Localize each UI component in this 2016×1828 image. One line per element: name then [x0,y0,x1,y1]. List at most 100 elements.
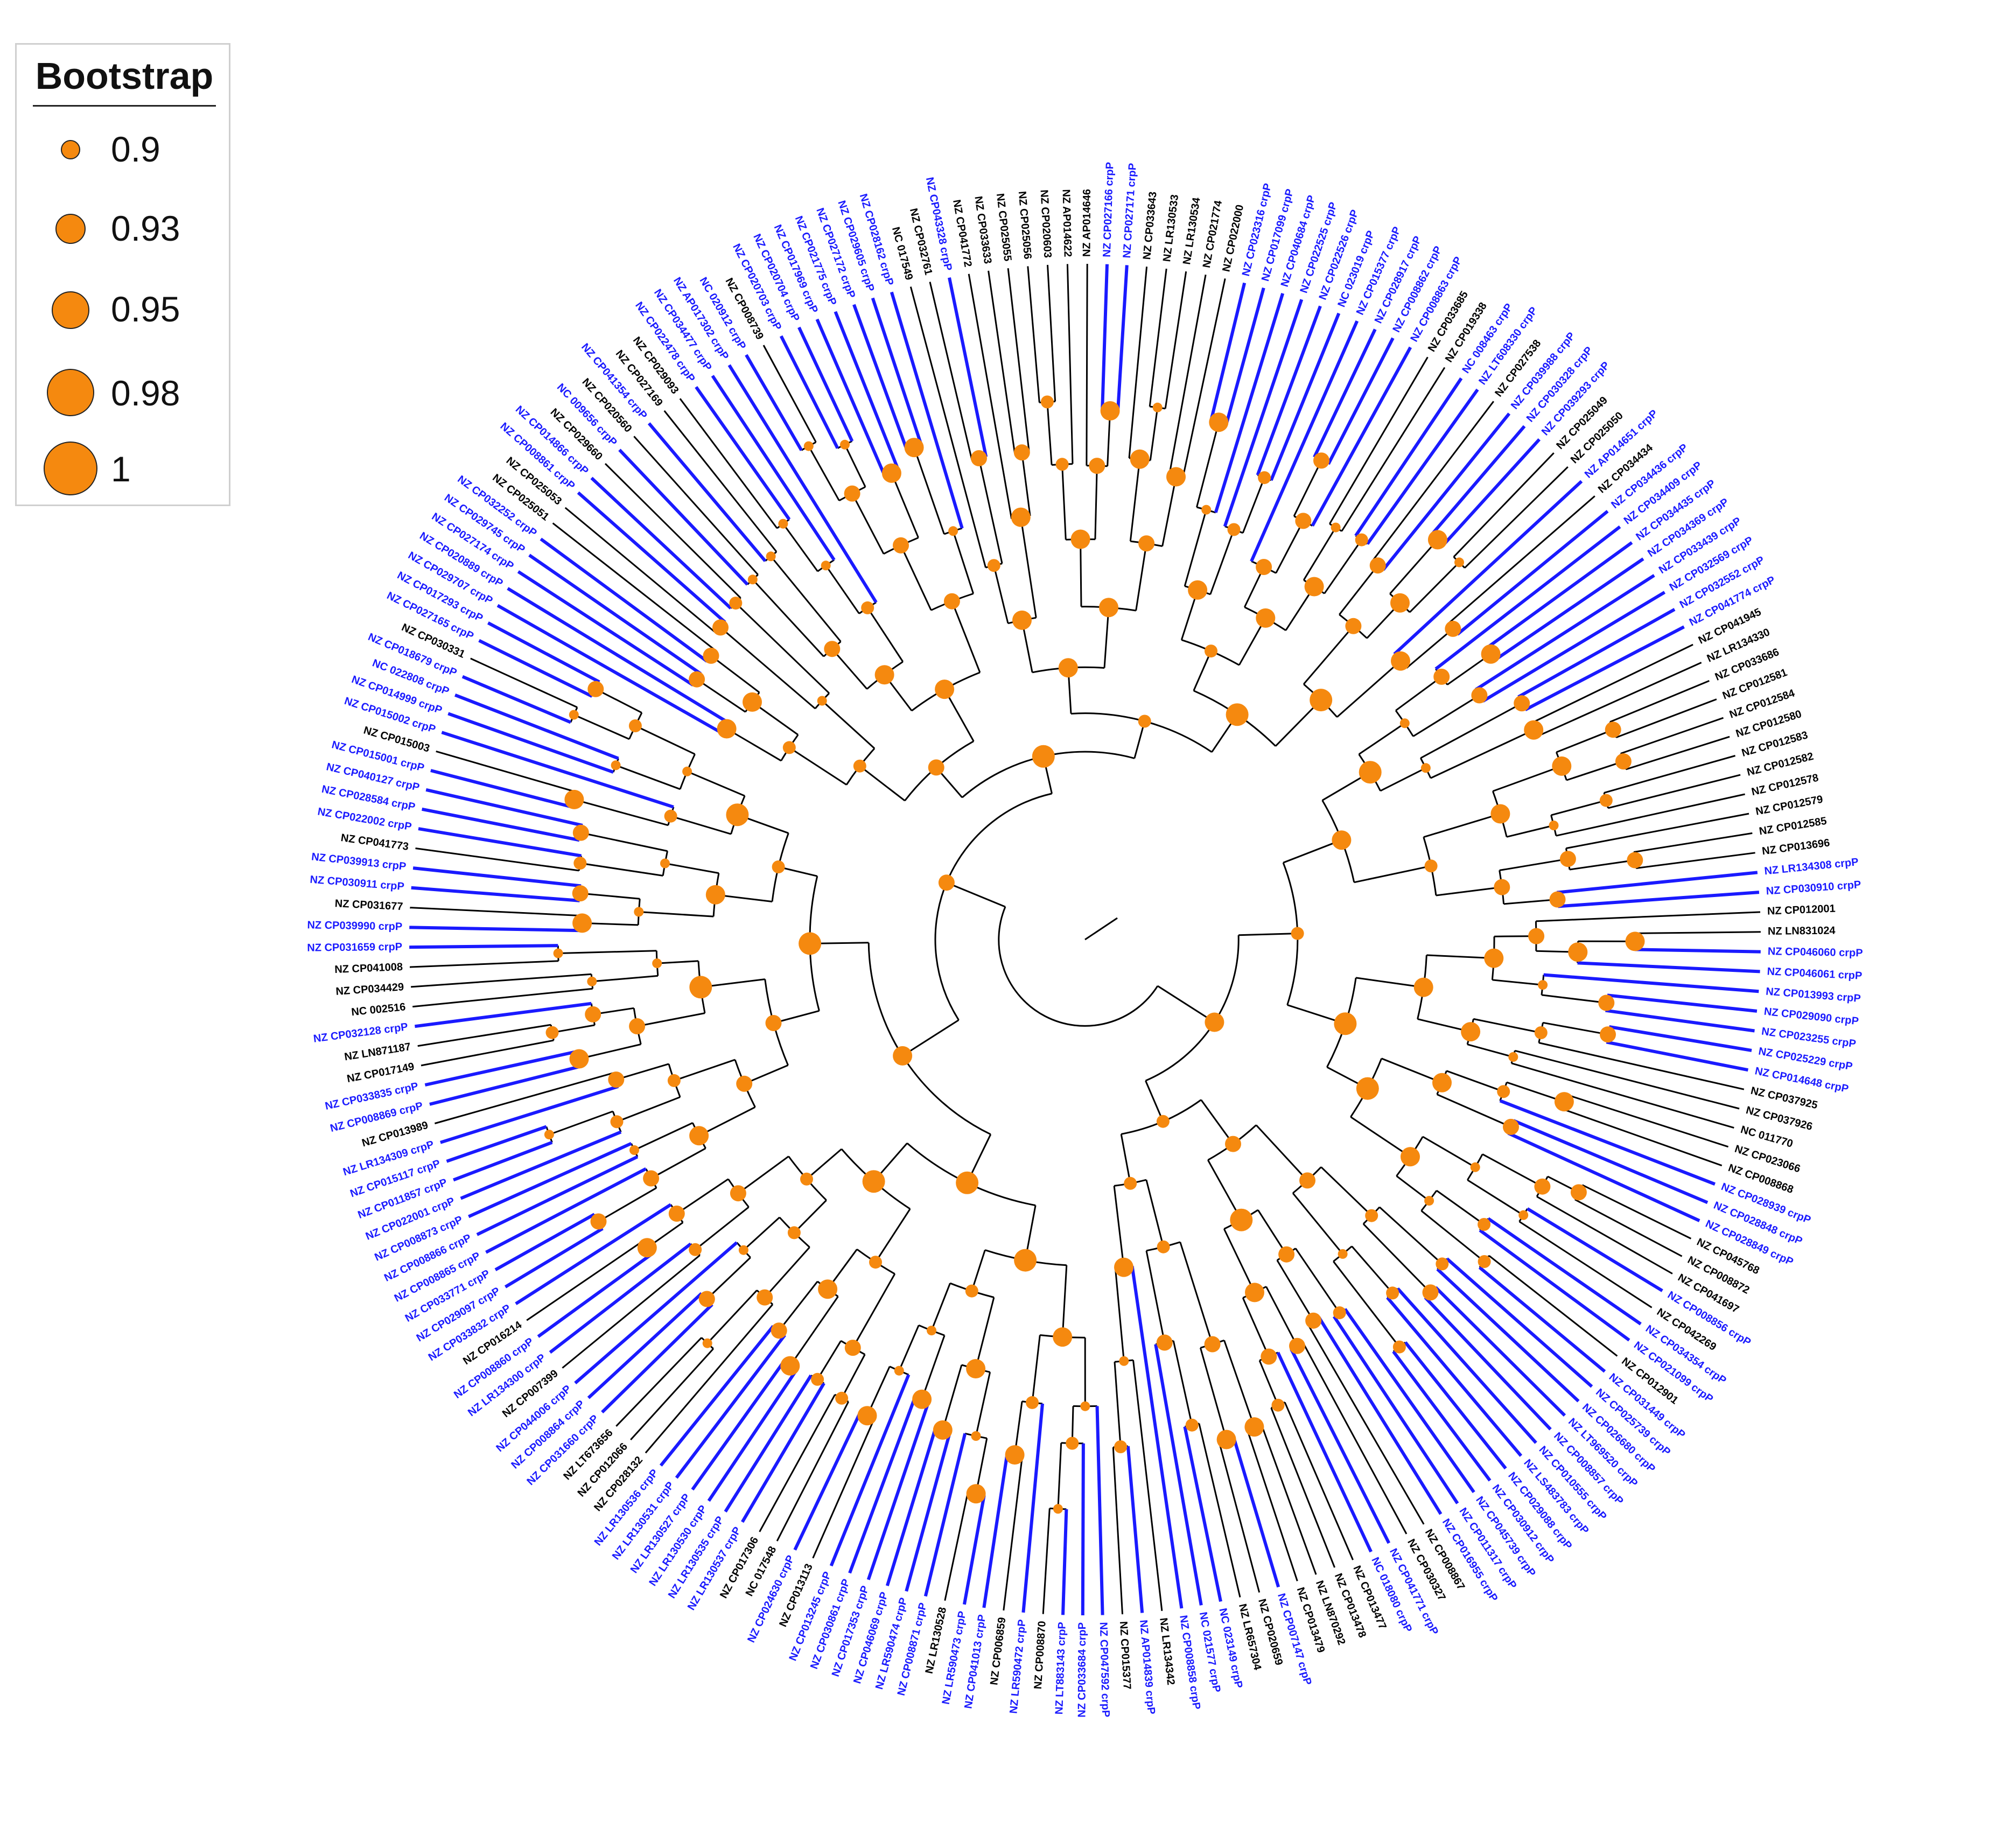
internal-branch [580,832,668,852]
tip-branch [1183,1426,1222,1602]
internal-branch [1303,527,1336,581]
internal-branch [951,601,981,673]
internal-branch [1467,1179,1524,1216]
tip-branch [412,987,593,1008]
tip-label: NZ CP008870 [1032,1621,1048,1690]
internal-branch [710,655,760,694]
internal-branch [580,892,640,900]
bootstrap-node [928,759,944,776]
tip-branch [1499,1099,1716,1186]
internal-branch [1275,520,1304,573]
legend-value: 1 [111,449,131,489]
internal-branch [1020,517,1037,618]
tip-branch [1517,608,1676,699]
internal-branch [859,765,906,802]
tip-branch [944,1491,969,1601]
bootstrap-node [1295,513,1312,529]
bootstrap-node [1420,763,1431,773]
bootstrap-node [1291,927,1304,940]
tip-branch [745,354,803,451]
clade-arc [998,906,1159,1027]
bootstrap-node [1534,1178,1551,1195]
bootstrap-node [738,1245,748,1255]
bootstrap-node [1433,668,1450,685]
tip-branch [577,491,726,624]
tip-label: NZ CP008858 crpP [1177,1614,1202,1710]
bootstrap-node [1391,651,1410,671]
tip-label: NZ CP031659 crpP [307,941,402,954]
bootstrap-node [1185,1418,1199,1432]
tip-branch [1518,1221,1653,1308]
internal-branch [1389,539,1439,594]
bootstrap-node [1124,1176,1137,1190]
bootstrap-node [1432,1073,1452,1092]
tip-label: NZ CP041013 crpP [962,1614,988,1710]
internal-branch [782,523,818,572]
internal-branch [1145,1080,1164,1122]
internal-branch [1135,543,1147,611]
internal-branch [1207,1159,1242,1221]
internal-branch [793,1200,827,1234]
bootstrap-node [590,1213,607,1230]
tip-branch [1558,891,1760,908]
tip-label: NZ CP033643 [1141,191,1159,260]
bootstrap-node [1204,1336,1221,1353]
tip-branch [1021,1403,1044,1613]
bootstrap-node [682,766,692,776]
bootstrap-node [729,597,743,610]
internal-branch [1543,1021,1608,1035]
bootstrap-node [1012,610,1032,630]
tip-branch [468,1141,632,1218]
internal-branch [844,444,866,487]
bootstrap-node [1332,830,1352,850]
tip-branch [1485,541,1633,650]
bootstrap-node [689,1243,702,1256]
bootstrap-node [703,647,719,664]
bootstrap-node [803,441,814,451]
internal-branch [946,881,1006,908]
tip-label: NC 002516 [351,1001,406,1018]
bootstrap-node [1011,507,1031,527]
bootstrap-node [1089,458,1105,474]
tip-label: NC 021577 crpP [1197,1611,1223,1693]
tip-label: NZ CP021774 [1201,199,1224,269]
tip-branch [1515,1049,1740,1110]
tip-branch [526,1241,643,1321]
bootstrap-node [712,619,729,636]
bootstrap-node [771,1322,787,1339]
bootstrap-node [1040,395,1054,409]
tip-branch [1615,698,1717,739]
bootstrap-node [1053,1327,1073,1347]
bootstrap-node [585,1006,601,1022]
internal-branch [552,1024,595,1034]
tip-branch [1566,1094,1729,1148]
bootstrap-node [569,1049,589,1069]
bootstrap-node [1014,1249,1037,1272]
internal-branch [825,565,860,614]
tip-branch [496,604,725,736]
tip-label: NZ CP046061 crpP [1767,965,1863,982]
bootstrap-node [1552,756,1572,776]
tip-branch [1366,388,1479,545]
internal-branch [664,863,719,874]
tip-branch [1446,1257,1593,1388]
tip-branch [1042,1508,1051,1614]
tip-branch [454,694,619,760]
internal-branch [558,950,657,954]
bootstrap-node [1518,1210,1529,1220]
internal-branch [650,1147,706,1179]
tip-branch [982,1453,1009,1608]
internal-branch [1426,954,1494,959]
bootstrap-node [857,1406,877,1426]
bootstrap-dot-icon [61,140,80,159]
legend-item: 0.98 [17,363,232,428]
tip-label: NZ AP014622 [1060,189,1073,257]
internal-branch [831,648,868,690]
internal-branch [1114,1362,1122,1447]
tip-branch [430,769,573,809]
tip-branch [663,410,778,552]
bootstrap-node [1138,715,1151,728]
bootstrap-node [966,1359,986,1378]
bootstrap-node [689,976,712,999]
tip-branch [1527,1207,1663,1292]
